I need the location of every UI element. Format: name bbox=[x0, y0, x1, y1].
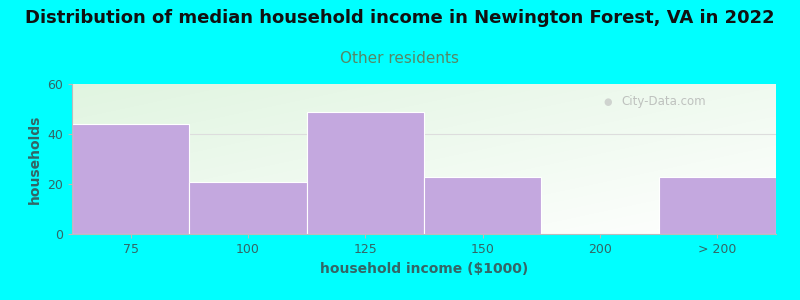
Text: ●: ● bbox=[603, 97, 612, 107]
Bar bbox=[306, 112, 424, 234]
Bar bbox=[72, 124, 190, 234]
Bar bbox=[424, 176, 542, 234]
Text: Other residents: Other residents bbox=[341, 51, 459, 66]
Text: City-Data.com: City-Data.com bbox=[621, 95, 706, 109]
X-axis label: household income ($1000): household income ($1000) bbox=[320, 262, 528, 276]
Text: Distribution of median household income in Newington Forest, VA in 2022: Distribution of median household income … bbox=[25, 9, 775, 27]
Bar bbox=[190, 182, 306, 234]
Y-axis label: households: households bbox=[27, 114, 42, 204]
Bar bbox=[658, 176, 776, 234]
